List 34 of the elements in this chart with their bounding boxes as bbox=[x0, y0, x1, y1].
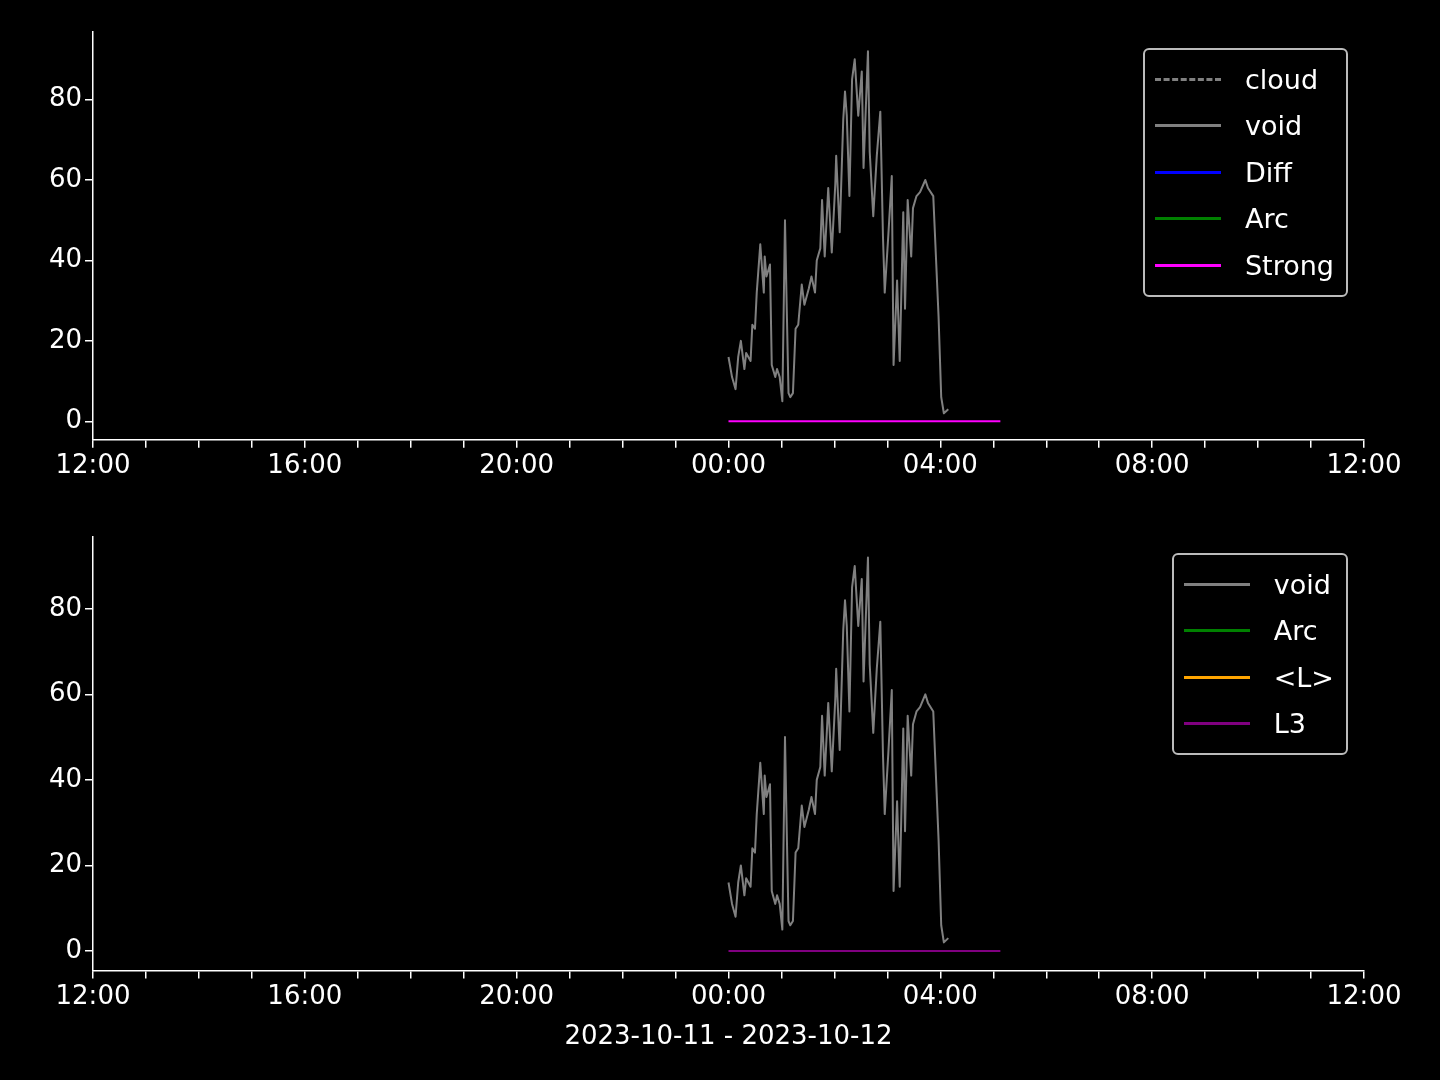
x-tick-label: 12:00 bbox=[55, 449, 131, 480]
x-axis-title: 2023-10-11 - 2023-10-12 bbox=[564, 1020, 893, 1051]
y-tick-label: 20 bbox=[48, 848, 82, 879]
legend-label: Arc bbox=[1244, 203, 1289, 235]
y-tick-label: 40 bbox=[48, 762, 82, 793]
legend-label: <L> bbox=[1273, 661, 1334, 693]
legend-label: Strong bbox=[1244, 249, 1334, 281]
y-tick-label: 60 bbox=[48, 677, 82, 708]
x-tick-label: 04:00 bbox=[902, 979, 978, 1010]
x-tick-label: 08:00 bbox=[1114, 449, 1190, 480]
y-tick-label: 40 bbox=[48, 243, 82, 274]
legend-label: Diff bbox=[1244, 156, 1292, 188]
x-tick-label: 16:00 bbox=[267, 449, 343, 480]
x-tick-label: 08:00 bbox=[1114, 979, 1190, 1010]
legend-label: L3 bbox=[1273, 708, 1306, 740]
x-tick-label: 12:00 bbox=[55, 979, 131, 1010]
x-tick-label: 20:00 bbox=[479, 979, 555, 1010]
x-tick-label: 12:00 bbox=[1326, 449, 1402, 480]
legend-label: cloud bbox=[1244, 63, 1319, 95]
x-tick-label: 16:00 bbox=[267, 979, 343, 1010]
y-tick-label: 0 bbox=[65, 404, 82, 435]
legend-label: Arc bbox=[1273, 615, 1318, 647]
x-tick-label: 00:00 bbox=[691, 449, 766, 480]
legend-label: void bbox=[1273, 568, 1331, 600]
x-tick-label: 12:00 bbox=[1326, 979, 1402, 1010]
y-tick-label: 0 bbox=[65, 933, 82, 964]
y-tick-label: 60 bbox=[48, 162, 82, 193]
y-tick-label: 80 bbox=[48, 82, 82, 113]
x-tick-label: 00:00 bbox=[691, 979, 766, 1010]
x-tick-label: 20:00 bbox=[479, 449, 555, 480]
x-tick-label: 04:00 bbox=[902, 449, 978, 480]
legend-label: void bbox=[1244, 110, 1303, 142]
y-tick-label: 20 bbox=[48, 323, 82, 354]
y-tick-label: 80 bbox=[48, 591, 82, 622]
